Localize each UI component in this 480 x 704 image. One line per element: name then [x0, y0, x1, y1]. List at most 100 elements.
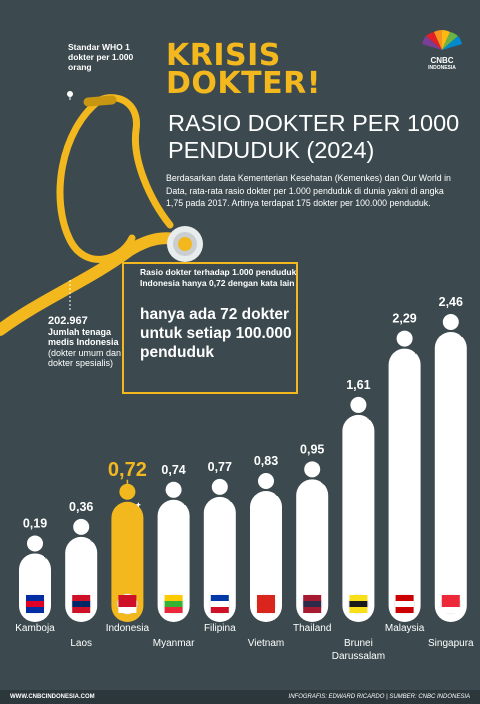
bar-cross-icon	[459, 333, 464, 337]
cnbc-logo: CNBC INDONESIA	[420, 30, 464, 71]
bar-cross-icon	[413, 349, 418, 354]
medical-staff-label: Jumlah tenaga medis Indonesia	[48, 326, 119, 348]
bar	[203, 496, 236, 622]
category-label: Indonesia	[106, 623, 150, 634]
bar	[388, 348, 421, 622]
bar	[434, 332, 467, 622]
bar-head	[258, 473, 274, 490]
bar-head	[350, 396, 367, 413]
flag-stripe-top	[26, 595, 44, 601]
bar-cross-icon	[321, 480, 326, 485]
flag-stripe-bottom	[395, 607, 414, 613]
bar-head	[304, 461, 321, 478]
bar-value-label: 0,95	[300, 442, 324, 456]
bar	[296, 479, 329, 622]
bar-cross-icon	[90, 537, 95, 542]
flag-stripe-bottom	[118, 607, 137, 613]
bar-cross-icon	[275, 492, 279, 497]
bar-value-label: 1,61	[346, 378, 370, 392]
page-subtitle: RASIO DOKTER PER 1000 PENDUDUK (2024)	[168, 110, 460, 163]
bar-value-label: 0,19	[23, 516, 47, 530]
category-label: Kamboja	[15, 623, 55, 634]
flag-stripe-middle	[303, 601, 322, 607]
flag-stripe-middle	[395, 601, 414, 607]
bar-value-label: 2,29	[392, 312, 416, 326]
flag-stripe-top	[441, 595, 460, 601]
bar-head	[119, 483, 136, 500]
page-title: KRISIS DOKTER!	[166, 38, 321, 101]
bar-value-label: 0,83	[254, 454, 278, 468]
intro-paragraph: Berdasarkan data Kementerian Kesehatan (…	[166, 173, 451, 208]
medical-staff-detail: (dokter umum dan dokter spesialis)	[48, 347, 122, 369]
who-standard-note: Standar WHO 1 dokter per 1.000 orang	[68, 42, 134, 72]
flag-stripe-middle	[210, 601, 229, 607]
flag-stripe-top	[72, 595, 91, 601]
bar	[250, 491, 282, 622]
bar-head	[396, 330, 413, 347]
footer-credits: INFOGRAFIS: EDWARD RICARDO | SUMBER: CNB…	[288, 694, 470, 700]
bar-head	[165, 481, 182, 498]
flag-stripe-top	[164, 595, 183, 601]
bar-value-label: 0,36	[69, 500, 93, 514]
category-label: Singapura	[428, 638, 474, 649]
callout-text: Rasio dokter terhadap 1.000 penduduk Ind…	[140, 267, 297, 288]
callout-box	[122, 262, 298, 394]
flag-stripe-top	[257, 595, 275, 601]
bar	[111, 501, 144, 622]
bar-value-label: 2,46	[439, 295, 463, 309]
footer-website: WWW.CNBCINDONESIA.COM	[10, 694, 95, 700]
bar-head	[73, 518, 90, 535]
flag-stripe-bottom	[349, 607, 368, 613]
bar-cross-icon	[367, 415, 372, 420]
flag-stripe-middle	[72, 601, 91, 607]
bar-value-label: 0,72	[108, 459, 147, 481]
flag-stripe-top	[303, 595, 322, 601]
bar-value-label: 0,74	[161, 463, 185, 477]
flag-stripe-middle	[441, 601, 460, 607]
bar-head	[442, 314, 459, 330]
category-label: Malaysia	[385, 623, 425, 634]
bar-cross-icon	[228, 497, 233, 502]
bar	[342, 414, 375, 622]
callout-highlight: hanya ada 72 dokter untuk setiap 100.000…	[140, 306, 292, 361]
bar-value-label: 0,77	[208, 460, 232, 474]
category-label: Brunei	[344, 638, 373, 649]
bar-head	[27, 535, 43, 552]
flag-stripe-bottom	[72, 607, 91, 613]
flag-stripe-middle	[164, 601, 183, 607]
flag-stripe-bottom	[303, 607, 322, 613]
category-label: Vietnam	[248, 638, 285, 649]
category-label: Myanmar	[153, 638, 195, 649]
flag-stripe-top	[349, 595, 368, 601]
bar-cross-icon	[182, 500, 187, 505]
bar-head	[211, 478, 228, 495]
flag-stripe-bottom	[26, 607, 44, 613]
medical-staff-note: 202.967 Jumlah tenaga medis Indonesia (d…	[48, 316, 122, 369]
flag-stripe-middle	[349, 601, 368, 607]
bar-cross-icon	[44, 554, 48, 559]
flag-stripe-top	[395, 595, 414, 601]
footer: WWW.CNBCINDONESIA.COM INFOGRAFIS: EDWARD…	[0, 690, 480, 704]
category-label: Darussalam	[332, 651, 385, 662]
category-label: Laos	[70, 638, 92, 649]
logo-subtext: INDONESIA	[428, 65, 456, 71]
cnbc-peacock-icon	[422, 30, 462, 50]
flag-stripe-top	[210, 595, 229, 601]
flag-stripe-middle	[26, 601, 44, 607]
flag-stripe-bottom	[210, 607, 229, 613]
flag-stripe-bottom	[441, 607, 460, 613]
bar-cross-icon	[136, 502, 141, 507]
flag-stripe-top	[118, 595, 137, 601]
bar	[157, 499, 190, 622]
flag-stripe-middle	[118, 601, 137, 607]
flag-stripe-bottom	[257, 607, 275, 613]
logo-text: CNBC	[430, 56, 454, 65]
flag-stripe-bottom	[164, 607, 183, 613]
category-label: Thailand	[293, 623, 331, 634]
category-label: Filipina	[204, 623, 236, 634]
medical-staff-number: 202.967	[48, 315, 88, 327]
flag-stripe-middle	[257, 601, 275, 607]
